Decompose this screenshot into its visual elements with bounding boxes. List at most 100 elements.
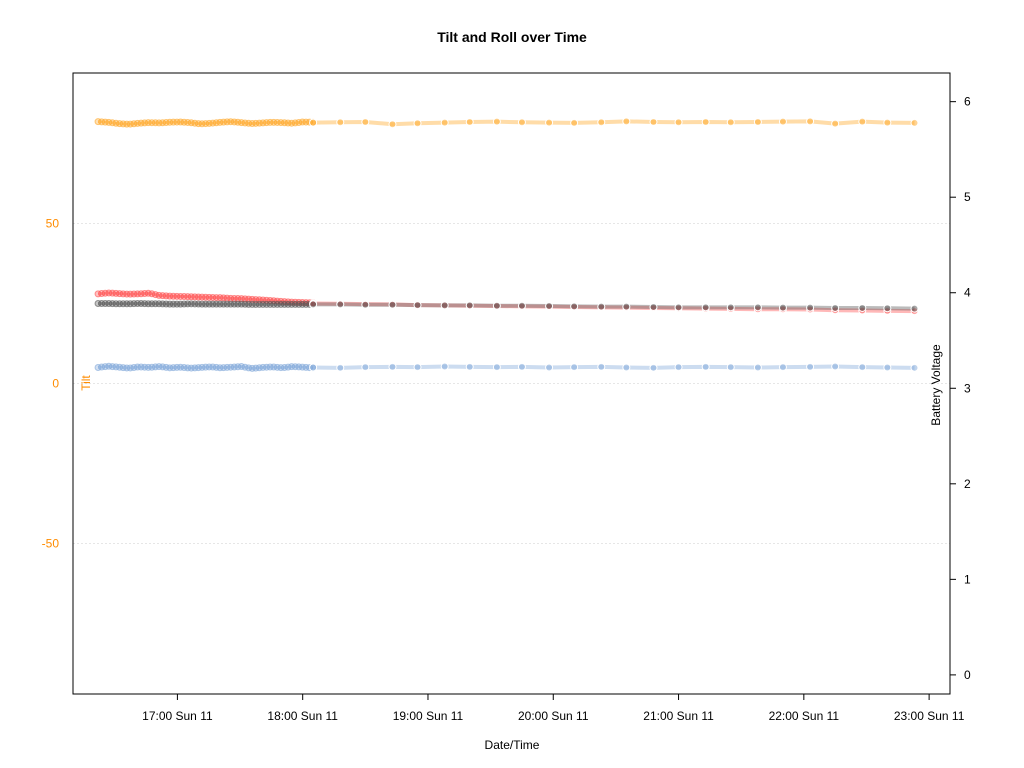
series-point <box>440 301 449 310</box>
series-point-dense <box>173 300 181 308</box>
series-point <box>806 362 815 371</box>
series-point-dense <box>216 300 224 308</box>
series-point <box>570 363 579 372</box>
right-tick-label: 1 <box>964 572 971 586</box>
series-point-dense <box>133 363 141 371</box>
series-point-dense <box>295 300 303 308</box>
series-point <box>545 363 554 372</box>
right-tick-label: 4 <box>964 286 971 300</box>
series-point <box>465 301 474 310</box>
series-point <box>701 117 710 126</box>
left-tick-label: 0 <box>52 377 59 391</box>
series-point <box>309 300 318 309</box>
series-point <box>570 302 579 311</box>
series-point-dense <box>162 300 170 308</box>
series-point-dense <box>248 300 256 308</box>
series-point-dense <box>166 118 174 126</box>
left-axis-label: Tilt <box>79 375 93 391</box>
series-point <box>726 118 735 127</box>
series-point-dense <box>266 118 274 126</box>
left-axis: -50 0 50 <box>42 216 60 550</box>
series-point-dense <box>298 300 306 308</box>
series-point-dense <box>273 300 281 308</box>
series-point <box>517 362 526 371</box>
right-axis-label: Battery Voltage <box>929 344 943 426</box>
x-tick-label: 23:00 Sun 11 <box>894 709 965 723</box>
series-point-dense <box>184 300 192 308</box>
plot-frame <box>72 72 951 695</box>
series-point-dense <box>245 300 253 308</box>
right-tick-label: 5 <box>964 190 971 204</box>
series-point <box>649 363 658 372</box>
series-point-dense <box>298 298 306 306</box>
series-line-sparse <box>313 364 915 370</box>
series-point-dense <box>223 300 231 308</box>
series-point <box>413 119 422 128</box>
series-point <box>440 362 449 371</box>
series-point-dense <box>266 363 274 371</box>
series-line-dense <box>97 364 314 370</box>
x-tick-label: 20:00 Sun 11 <box>518 709 589 723</box>
series-point <box>831 303 840 312</box>
series-line-dense <box>97 120 314 126</box>
series-point <box>726 363 735 372</box>
series-point-dense <box>123 364 131 372</box>
series-point-dense <box>205 293 213 301</box>
series-point-dense <box>288 300 296 308</box>
series-point-dense <box>266 300 274 308</box>
chart-title: Tilt and Roll over Time <box>437 29 587 45</box>
series-point-dense <box>159 300 167 308</box>
series-point <box>649 302 658 311</box>
series-point-dense <box>273 118 281 126</box>
series-point-dense <box>177 300 185 308</box>
series-point <box>440 118 449 127</box>
series-point-dense <box>212 294 220 302</box>
series-point-dense <box>169 300 177 308</box>
series-point <box>622 117 631 126</box>
series-point-dense <box>116 300 124 308</box>
series-point-dense <box>202 300 210 308</box>
x-axis-label: Date/Time <box>485 738 540 752</box>
series-point <box>309 363 318 372</box>
series-line-sparse <box>313 301 915 314</box>
series-point-dense <box>94 299 102 307</box>
series-point <box>701 303 710 312</box>
series-point <box>674 303 683 312</box>
series-point-dense <box>155 300 163 308</box>
series-point <box>492 301 501 310</box>
series-point <box>388 300 397 309</box>
series-point <box>831 119 840 128</box>
series-point-dense <box>277 364 285 372</box>
series-point-dense <box>173 118 181 126</box>
series-point <box>517 301 526 310</box>
series-point-dense <box>137 300 145 308</box>
series-point-dense <box>187 300 195 308</box>
series-point-dense <box>184 293 192 301</box>
series-point-dense <box>144 119 152 127</box>
series-point-dense <box>220 300 228 308</box>
series-point-dense <box>98 299 106 307</box>
series-point <box>674 118 683 127</box>
series-point-dense <box>259 300 267 308</box>
series-point <box>753 303 762 312</box>
series-point-dense <box>187 293 195 301</box>
series-point-dense <box>230 300 238 308</box>
series-point <box>545 118 554 127</box>
series-point-dense <box>212 300 220 308</box>
series-point-dense <box>180 300 188 308</box>
series-point-dense <box>284 300 292 308</box>
series-point <box>336 300 345 309</box>
series-point <box>465 362 474 371</box>
series-point <box>674 363 683 372</box>
series-point <box>336 363 345 372</box>
series-point-dense <box>216 364 224 372</box>
series-point-dense <box>255 300 263 308</box>
series-line-dense <box>98 301 314 306</box>
series-point-dense <box>123 120 131 128</box>
series-point <box>388 362 397 371</box>
series-point <box>413 301 422 310</box>
series-point-dense <box>169 292 177 300</box>
series-point <box>597 118 606 127</box>
series-point <box>806 303 815 312</box>
series-point-dense <box>123 290 131 298</box>
